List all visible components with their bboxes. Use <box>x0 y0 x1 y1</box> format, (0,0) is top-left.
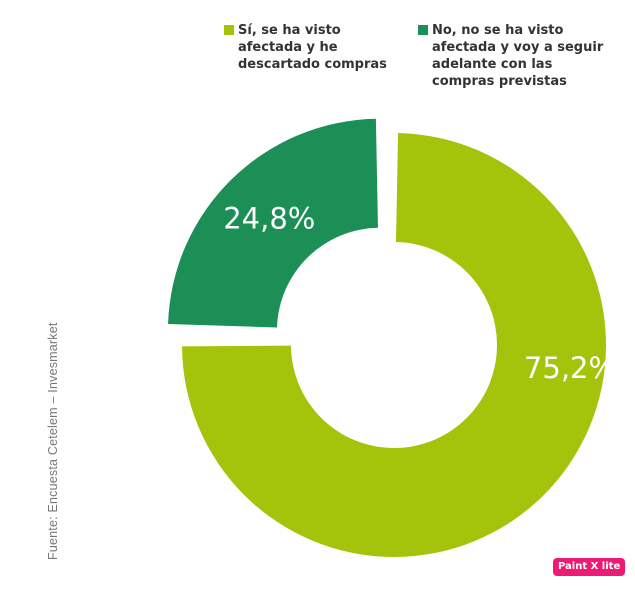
legend-item-no: No, no se ha visto afectada y voy a segu… <box>418 22 608 90</box>
legend-label-no: No, no se ha visto afectada y voy a segu… <box>432 23 604 89</box>
slice-si <box>182 133 606 557</box>
legend-label-si: Sí, se ha visto afectada y he descartado… <box>238 23 387 72</box>
legend-swatch-si <box>224 25 234 35</box>
data-label-no: 24,8% <box>223 202 315 236</box>
legend-swatch-no <box>418 25 428 35</box>
legend-item-si: Sí, se ha visto afectada y he descartado… <box>224 22 404 73</box>
source-note: Fuente: Encuesta Cetelem – Invesmarket <box>46 322 60 560</box>
slice-no <box>168 118 378 328</box>
data-label-si: 75,2% <box>524 351 616 385</box>
paint-x-lite-badge[interactable]: Paint X lite <box>553 558 626 576</box>
